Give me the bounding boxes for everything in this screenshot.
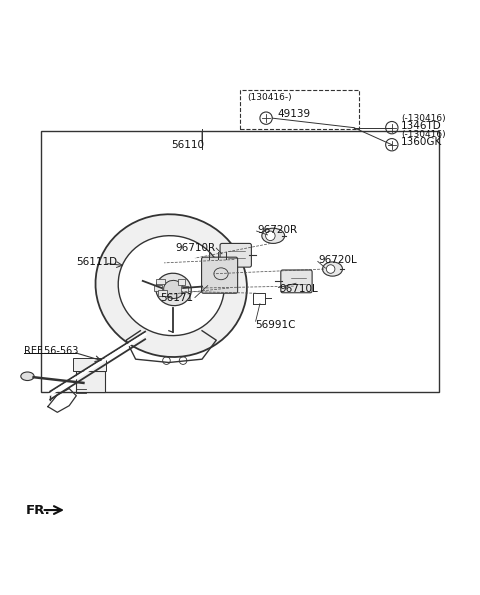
Ellipse shape: [118, 236, 224, 336]
Ellipse shape: [323, 262, 342, 276]
Text: 96710R: 96710R: [175, 243, 216, 253]
Bar: [76, 371, 105, 392]
Text: 1360GK: 1360GK: [401, 137, 443, 148]
Text: 56991C: 56991C: [256, 320, 296, 330]
Bar: [179, 280, 185, 285]
Text: (130416-): (130416-): [247, 93, 292, 102]
Text: 56171: 56171: [160, 293, 193, 303]
Text: (-130416): (-130416): [401, 130, 446, 139]
Ellipse shape: [96, 214, 247, 357]
Text: 49139: 49139: [277, 109, 310, 120]
Bar: [181, 286, 188, 292]
Text: 1346TD: 1346TD: [401, 121, 442, 131]
Text: 96720R: 96720R: [257, 225, 297, 235]
Text: 56110: 56110: [171, 140, 204, 151]
FancyBboxPatch shape: [202, 257, 238, 293]
Ellipse shape: [164, 280, 183, 299]
Ellipse shape: [326, 265, 335, 273]
Text: 96720L: 96720L: [318, 255, 357, 265]
Ellipse shape: [21, 372, 34, 381]
Ellipse shape: [262, 228, 285, 243]
FancyBboxPatch shape: [281, 270, 312, 293]
Text: 96710L: 96710L: [279, 284, 318, 294]
Bar: [73, 358, 106, 371]
Bar: [156, 278, 165, 284]
Bar: [154, 285, 162, 291]
Text: FR.: FR.: [25, 503, 50, 516]
FancyBboxPatch shape: [220, 243, 252, 267]
Text: (-130416): (-130416): [401, 114, 446, 123]
Bar: [41, 131, 439, 392]
Text: 56111D: 56111D: [76, 257, 118, 267]
Text: REF.56-563: REF.56-563: [24, 346, 79, 356]
Bar: [158, 290, 167, 296]
Ellipse shape: [265, 231, 275, 240]
Ellipse shape: [156, 273, 192, 306]
Bar: [240, 90, 359, 129]
